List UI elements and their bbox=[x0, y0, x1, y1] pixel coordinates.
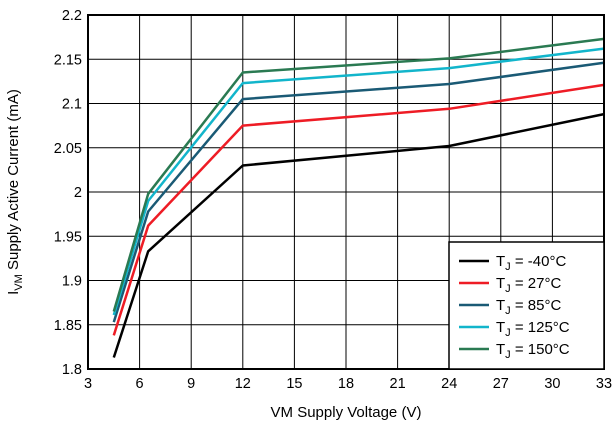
y-axis-title-subscript: VM bbox=[13, 274, 25, 291]
y-tick-label: 1.95 bbox=[54, 229, 82, 245]
legend-item: TJ = 85°C bbox=[459, 297, 561, 317]
x-tick-label: 24 bbox=[441, 376, 457, 392]
y-tick-label: 1.85 bbox=[54, 318, 82, 334]
x-tick-label: 12 bbox=[235, 376, 251, 392]
legend-item: TJ = 27°C bbox=[459, 275, 561, 295]
legend-label: TJ = -40°C bbox=[496, 253, 566, 273]
x-tick-label: 18 bbox=[338, 376, 354, 392]
legend-label: TJ = 150°C bbox=[496, 341, 570, 361]
legend: TJ = -40°CTJ = 27°CTJ = 85°CTJ = 125°CTJ… bbox=[448, 241, 605, 370]
x-tick-label: 15 bbox=[286, 376, 302, 392]
x-axis-title: VM Supply Voltage (V) bbox=[271, 404, 422, 421]
legend-item: TJ = 150°C bbox=[459, 341, 570, 361]
y-axis-tick-labels: 1.8 1.85 1.9 1.95 2 2.05 2.1 2.15 2.2 bbox=[54, 8, 82, 378]
y-tick-label: 2.15 bbox=[54, 52, 82, 68]
x-tick-label: 30 bbox=[544, 376, 560, 392]
y-tick-label: 2.05 bbox=[54, 141, 82, 157]
series-line bbox=[112, 112, 605, 358]
x-axis-tick-labels: 3 6 9 12 15 18 21 24 27 30 33 bbox=[84, 376, 612, 392]
y-axis-title: IVM Supply Active Current (mA) bbox=[5, 89, 25, 295]
series-line bbox=[112, 61, 605, 323]
y-tick-label: 1.9 bbox=[62, 274, 82, 290]
x-tick-label: 33 bbox=[596, 376, 612, 392]
x-tick-label: 6 bbox=[136, 376, 144, 392]
y-tick-label: 2.1 bbox=[62, 97, 82, 113]
x-tick-label: 21 bbox=[390, 376, 406, 392]
series-line bbox=[112, 47, 605, 316]
series-line bbox=[112, 83, 605, 336]
y-axis-title-suffix: Supply Active Current (mA) bbox=[5, 89, 22, 274]
legend-item: TJ = -40°C bbox=[459, 253, 566, 273]
legend-label: TJ = 85°C bbox=[496, 297, 561, 317]
y-axis-title-prefix: I bbox=[5, 291, 22, 295]
y-tick-label: 2 bbox=[74, 185, 82, 201]
y-tick-label: 2.2 bbox=[62, 8, 82, 24]
legend-label: TJ = 27°C bbox=[496, 275, 561, 295]
series-lines bbox=[112, 37, 605, 358]
y-tick-label: 1.8 bbox=[62, 362, 82, 378]
series-line bbox=[112, 37, 605, 312]
plot-frame bbox=[87, 14, 605, 370]
x-tick-label: 3 bbox=[84, 376, 92, 392]
legend-label: TJ = 125°C bbox=[496, 319, 570, 339]
x-tick-label: 27 bbox=[493, 376, 509, 392]
x-tick-label: 9 bbox=[187, 376, 195, 392]
legend-item: TJ = 125°C bbox=[459, 319, 570, 339]
